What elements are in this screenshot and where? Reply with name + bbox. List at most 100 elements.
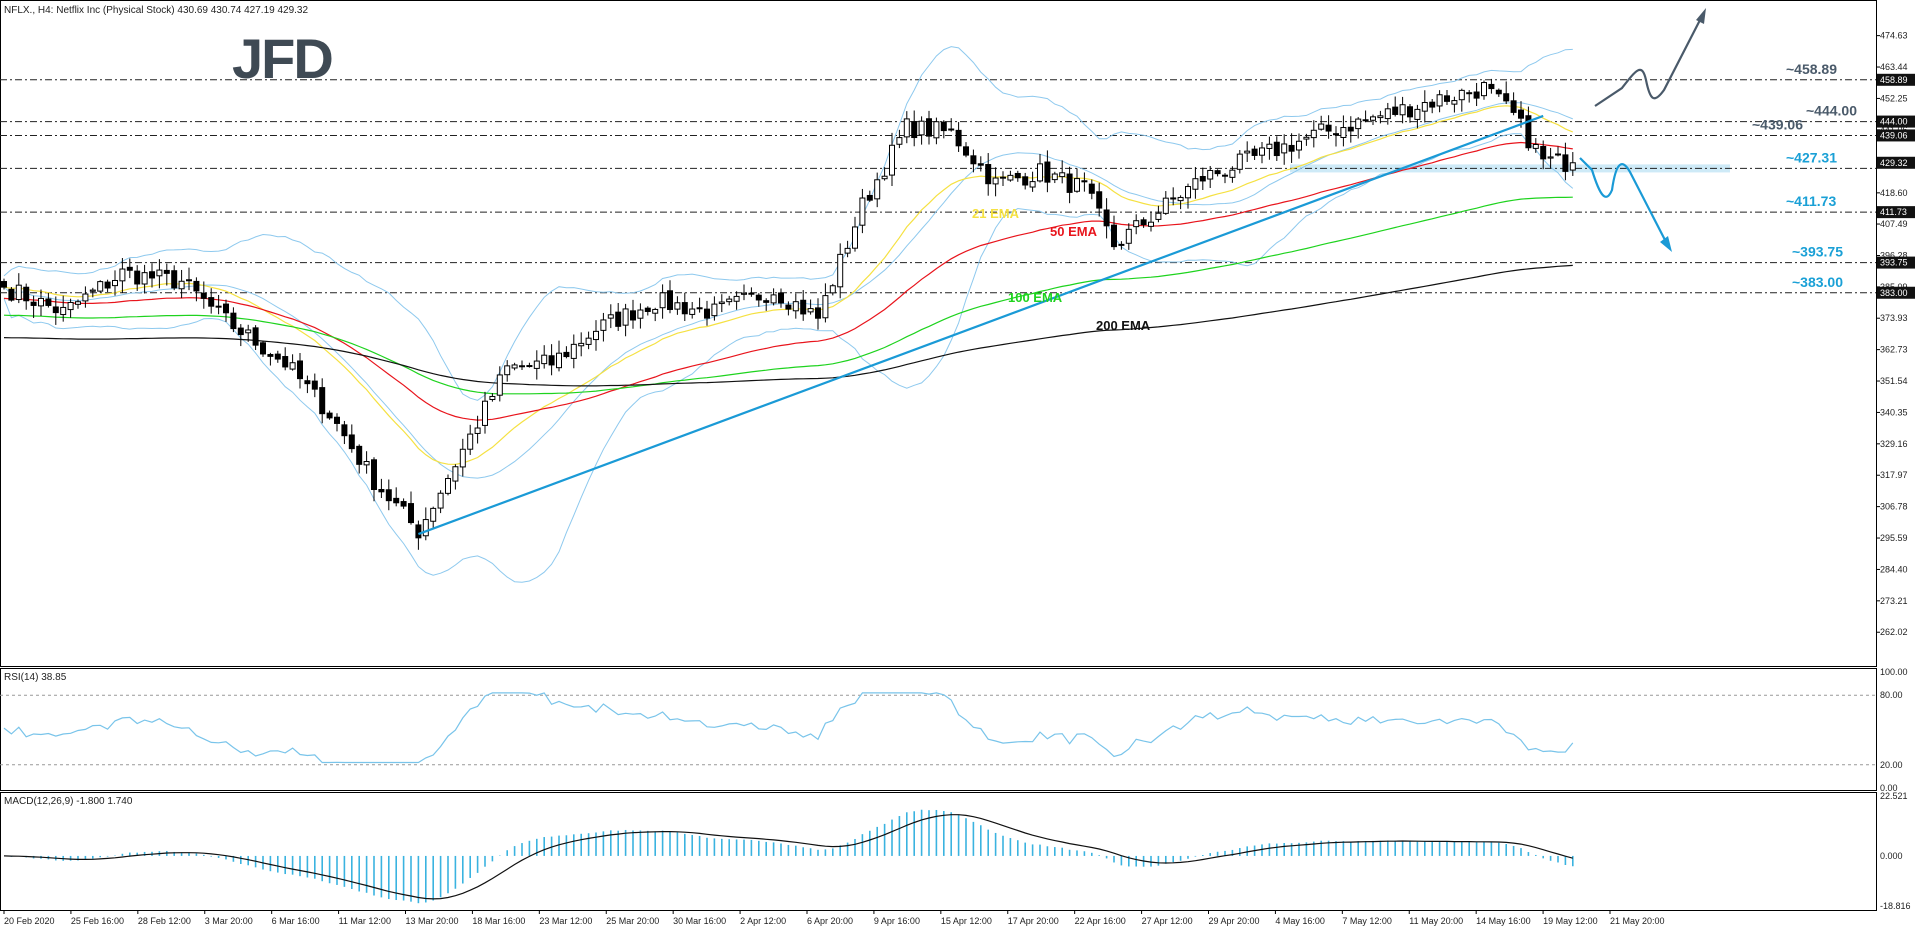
candle-body: [659, 292, 666, 309]
candle-body: [245, 329, 252, 334]
y-tick-label: 284.40: [1880, 564, 1908, 574]
level-label: ~427.31: [1786, 149, 1837, 165]
rsi-tick-label: 20.00: [1880, 760, 1903, 770]
candle-body: [459, 448, 466, 468]
candle-body: [504, 365, 511, 376]
candle-body: [267, 354, 274, 357]
candle-body: [363, 461, 370, 466]
candle-body: [1170, 197, 1177, 200]
candle-body: [1044, 161, 1051, 183]
candle-body: [45, 298, 52, 306]
candle-body: [23, 286, 30, 302]
trend-line: [418, 114, 1544, 536]
candle-body: [1148, 221, 1154, 227]
bullish-scenario-arrow: [1594, 19, 1701, 107]
candle-body: [223, 303, 229, 314]
macd-tick-label: 22.521: [1880, 791, 1908, 801]
candle-body: [585, 337, 592, 345]
candle-body: [193, 280, 200, 292]
candle-body: [630, 310, 636, 321]
candle-body: [1096, 191, 1103, 209]
candle-body: [1555, 153, 1561, 156]
candle-body: [1266, 143, 1273, 149]
price-tag-label: 444.00: [1880, 117, 1908, 127]
macd-signal-line: [3, 814, 1573, 900]
candle-body: [1273, 141, 1280, 157]
candle-body: [149, 271, 155, 279]
candle-body: [482, 400, 488, 426]
candle-body: [704, 308, 710, 319]
candle-body: [815, 307, 821, 319]
symbol-header: NFLX., H4: Netflix Inc (Physical Stock) …: [4, 5, 308, 16]
y-tick-label: 362.73: [1880, 345, 1908, 355]
x-tick-label: 17 Apr 20:00: [1008, 916, 1059, 926]
candle-body: [1518, 109, 1524, 119]
candle-body: [896, 137, 903, 145]
candle-body: [696, 307, 703, 310]
candle-body: [1125, 228, 1132, 244]
candle-body: [903, 118, 910, 138]
rsi-tick-label: 0.00: [1880, 783, 1898, 793]
candle-body: [1111, 224, 1117, 248]
x-tick-label: 11 Mar 12:00: [339, 916, 391, 926]
candle-body: [1014, 172, 1021, 179]
candle-body: [1118, 243, 1125, 246]
candle-body: [104, 281, 111, 289]
candle-body: [741, 292, 747, 295]
candle-body: [1466, 92, 1473, 95]
candle-body: [963, 146, 969, 156]
candle-body: [1532, 143, 1539, 149]
candle-body: [570, 343, 577, 359]
candle-body: [866, 194, 873, 201]
candle-body: [97, 281, 104, 292]
x-tick-label: 19 May 12:00: [1543, 916, 1598, 926]
price-tag: [1877, 73, 1915, 86]
level-label: ~439.06: [1752, 116, 1803, 132]
candle-body: [348, 434, 355, 450]
y-tick-label: 396.28: [1880, 250, 1908, 260]
ema-label: 200 EMA: [1096, 318, 1151, 333]
x-tick-label: 20 Feb 2020: [4, 916, 55, 926]
candle-body: [1362, 119, 1369, 122]
candle-body: [334, 416, 340, 424]
candle-body: [1103, 209, 1110, 227]
candle-body: [371, 459, 377, 491]
candle-body: [430, 507, 437, 522]
candle-body: [807, 308, 814, 313]
candle-body: [1207, 169, 1214, 180]
price-tag: [1877, 286, 1915, 299]
candle-body: [400, 501, 407, 507]
jfd-logo: JFD: [232, 27, 332, 90]
candle-body: [496, 374, 503, 396]
candle-body: [274, 353, 281, 360]
x-tick-label: 3 Mar 20:00: [205, 916, 253, 926]
candle-body: [889, 144, 895, 176]
candle-body: [1281, 143, 1288, 154]
candle-body: [1384, 108, 1391, 120]
candle-body: [1081, 180, 1088, 183]
candle-body: [297, 360, 303, 380]
candle-body: [1140, 219, 1147, 226]
candle-body: [422, 519, 429, 537]
candle-body: [778, 292, 784, 304]
candle-body: [1155, 212, 1162, 220]
candle-body: [1510, 100, 1517, 113]
candle-body: [30, 301, 37, 306]
x-tick-label: 29 Apr 20:00: [1209, 916, 1260, 926]
x-tick-label: 4 May 16:00: [1275, 916, 1325, 926]
candle-body: [977, 163, 984, 166]
ema-21-line: [3, 105, 1574, 466]
price-tag: [1877, 256, 1915, 269]
candle-body: [1355, 118, 1362, 130]
x-tick-label: 25 Feb 16:00: [71, 916, 124, 926]
candle-body: [1, 281, 7, 288]
candle-body: [8, 288, 15, 301]
candle-body: [38, 297, 44, 307]
candle-body: [1392, 106, 1399, 115]
ema-100-line: [3, 196, 1573, 395]
candle-body: [356, 445, 363, 465]
candle-body: [652, 308, 659, 314]
candle-body: [156, 269, 163, 277]
